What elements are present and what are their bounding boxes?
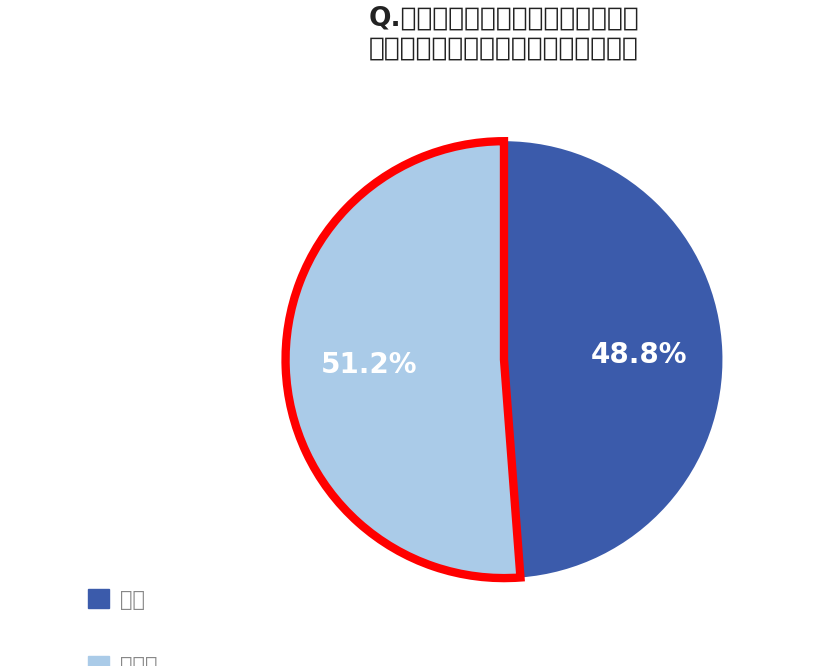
Text: 51.2%: 51.2% [320,351,417,379]
Legend: はい, いいえ: はい, いいえ [88,589,157,666]
Wedge shape [286,141,521,578]
Text: 48.8%: 48.8% [591,340,688,368]
Wedge shape [504,141,722,577]
Title: Q.自宅での防災対策の準備として、
飲み物や食べ物を準備していますか。: Q.自宅での防災対策の準備として、 飲み物や食べ物を準備していますか。 [369,6,639,62]
